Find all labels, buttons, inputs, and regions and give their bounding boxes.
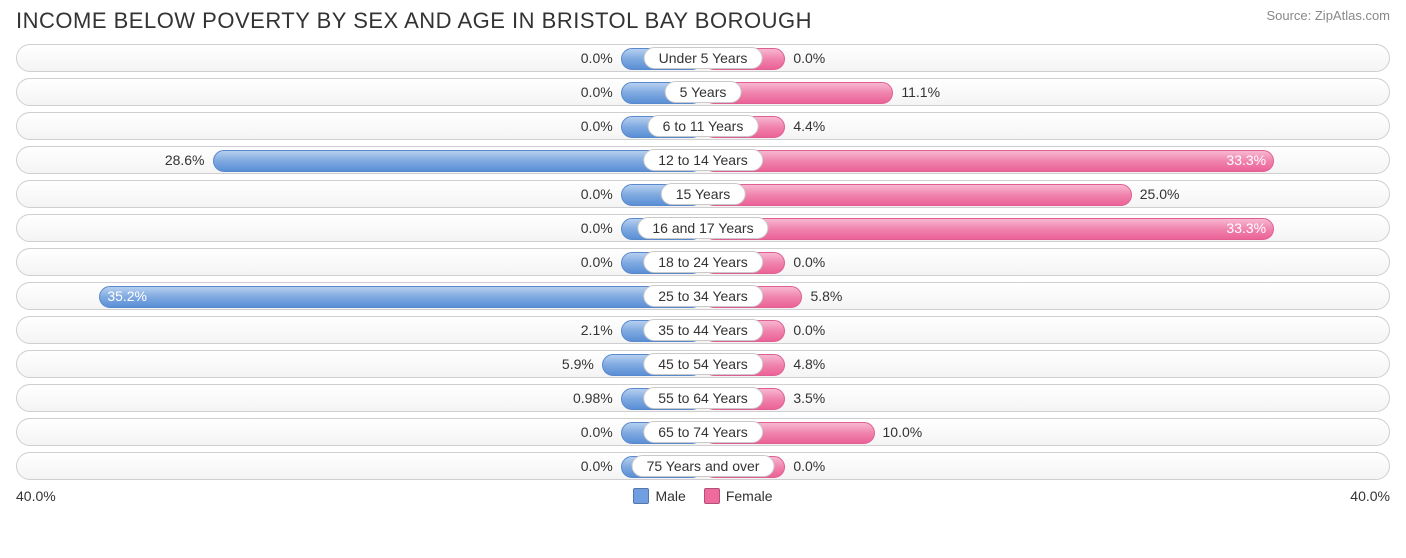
- axis-right-label: 40.0%: [1350, 488, 1390, 504]
- male-value-label: 0.0%: [581, 254, 613, 270]
- chart-container: INCOME BELOW POVERTY BY SEX AND AGE IN B…: [0, 0, 1406, 516]
- category-label: 12 to 14 Years: [643, 149, 763, 171]
- chart-row: 0.0% 25.0% 15 Years: [16, 180, 1390, 208]
- legend-swatch-male: [633, 488, 649, 504]
- female-value-label: 0.0%: [793, 322, 825, 338]
- male-value-label: 0.0%: [581, 186, 613, 202]
- male-value-label: 0.0%: [581, 458, 613, 474]
- female-value-label: 3.5%: [793, 390, 825, 406]
- source-label: Source: ZipAtlas.com: [1266, 8, 1390, 23]
- category-label: 25 to 34 Years: [643, 285, 763, 307]
- female-value-label: 25.0%: [1140, 186, 1180, 202]
- chart-row: 5.9% 4.8% 45 to 54 Years: [16, 350, 1390, 378]
- female-value-label: 11.1%: [901, 84, 940, 100]
- chart-row: 35.2% 5.8% 25 to 34 Years: [16, 282, 1390, 310]
- axis-left-label: 40.0%: [16, 488, 56, 504]
- legend-item-female: Female: [704, 488, 773, 504]
- category-label: Under 5 Years: [644, 47, 763, 69]
- chart-title: INCOME BELOW POVERTY BY SEX AND AGE IN B…: [16, 8, 812, 34]
- male-value-label: 5.9%: [562, 356, 594, 372]
- legend: Male Female: [633, 488, 772, 504]
- male-value-label: 0.0%: [581, 118, 613, 134]
- chart-row: 0.0% 10.0% 65 to 74 Years: [16, 418, 1390, 446]
- male-value-label: 2.1%: [581, 322, 613, 338]
- chart-row: 0.0% 11.1% 5 Years: [16, 78, 1390, 106]
- category-label: 16 and 17 Years: [637, 217, 768, 239]
- female-value-label: 10.0%: [883, 424, 923, 440]
- female-value-label: 0.0%: [793, 254, 825, 270]
- chart-rows: 0.0%0.0%Under 5 Years0.0%11.1%5 Years0.0…: [16, 44, 1390, 480]
- legend-item-male: Male: [633, 488, 685, 504]
- female-value-label: 0.0%: [793, 458, 825, 474]
- chart-row: 0.0% 0.0% 18 to 24 Years: [16, 248, 1390, 276]
- category-label: 75 Years and over: [632, 455, 775, 477]
- female-bar: [703, 218, 1274, 240]
- male-value-label: 0.0%: [581, 220, 613, 236]
- category-label: 55 to 64 Years: [643, 387, 763, 409]
- axis-row: 40.0% Male Female 40.0%: [16, 488, 1390, 504]
- male-value-label: 0.0%: [581, 84, 613, 100]
- header-row: INCOME BELOW POVERTY BY SEX AND AGE IN B…: [16, 8, 1390, 34]
- female-value-label: 0.0%: [793, 50, 825, 66]
- chart-row: 2.1% 0.0% 35 to 44 Years: [16, 316, 1390, 344]
- female-value-label: 4.4%: [793, 118, 825, 134]
- male-value-label: 0.0%: [581, 50, 613, 66]
- chart-row: 0.0% 0.0% Under 5 Years: [16, 44, 1390, 72]
- chart-row: 0.0% 33.3% 16 and 17 Years: [16, 214, 1390, 242]
- male-value-label: 28.6%: [165, 152, 205, 168]
- female-value-label: 33.3%: [1226, 152, 1266, 168]
- male-value-label: 35.2%: [107, 288, 147, 304]
- chart-row: 0.0% 4.4% 6 to 11 Years: [16, 112, 1390, 140]
- male-bar: [213, 150, 703, 172]
- female-bar: [703, 184, 1132, 206]
- chart-row: 0.98% 3.5% 55 to 64 Years: [16, 384, 1390, 412]
- male-bar: [99, 286, 703, 308]
- female-value-label: 4.8%: [793, 356, 825, 372]
- male-value-label: 0.98%: [573, 390, 613, 406]
- category-label: 45 to 54 Years: [643, 353, 763, 375]
- category-label: 18 to 24 Years: [643, 251, 763, 273]
- female-value-label: 33.3%: [1226, 220, 1266, 236]
- legend-swatch-female: [704, 488, 720, 504]
- category-label: 35 to 44 Years: [643, 319, 763, 341]
- male-value-label: 0.0%: [581, 424, 613, 440]
- legend-label-female: Female: [726, 488, 773, 504]
- female-bar: [703, 150, 1274, 172]
- legend-label-male: Male: [655, 488, 685, 504]
- category-label: 65 to 74 Years: [643, 421, 763, 443]
- chart-row: 0.0% 0.0% 75 Years and over: [16, 452, 1390, 480]
- chart-row: 28.6% 33.3% 12 to 14 Years: [16, 146, 1390, 174]
- category-label: 5 Years: [665, 81, 742, 103]
- category-label: 15 Years: [661, 183, 746, 205]
- category-label: 6 to 11 Years: [648, 115, 759, 137]
- female-value-label: 5.8%: [810, 288, 842, 304]
